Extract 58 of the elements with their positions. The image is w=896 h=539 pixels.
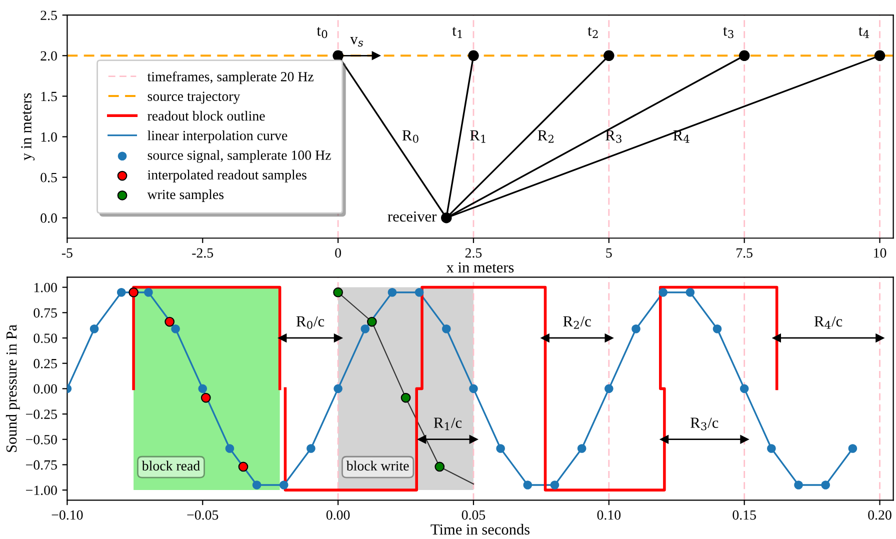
legend-label: source signal, samplerate 100 Hz bbox=[148, 150, 331, 163]
x-tick-label: −0.10 bbox=[52, 510, 83, 520]
legend-label: interpolated readout samples bbox=[148, 170, 306, 182]
x-tick-label: 0.05 bbox=[462, 510, 486, 520]
y-tick-label: 2.5 bbox=[40, 10, 57, 20]
series-label: R$_{3}$ bbox=[606, 130, 622, 143]
annotation: t$_{1}$ bbox=[452, 27, 462, 38]
y-axis-title: Sound pressure in Pa bbox=[6, 324, 20, 452]
x-tick-label: 10 bbox=[874, 248, 886, 258]
x-tick-label: −0.05 bbox=[187, 510, 218, 520]
series-label: R$_{1}$ bbox=[470, 130, 486, 143]
x-axis-title: Time in seconds bbox=[430, 524, 530, 535]
y-tick-label: 0.75 bbox=[34, 308, 57, 318]
y-tick-label: 1.00 bbox=[34, 282, 57, 292]
legend-label: linear interpolation curve bbox=[148, 130, 288, 144]
series-label: v$_{s}$ bbox=[350, 37, 364, 47]
x-tick-label: 0.15 bbox=[732, 510, 756, 520]
y-tick-label: 0.5 bbox=[40, 172, 57, 182]
x-tick-label: 0.20 bbox=[868, 510, 892, 520]
y-tick-label: −0.50 bbox=[26, 434, 57, 444]
annotation: receiver bbox=[388, 211, 437, 222]
annotation: t$_{2}$ bbox=[588, 27, 598, 38]
x-axis-title: x in meters bbox=[446, 262, 514, 273]
legend-label: readout block outline bbox=[148, 110, 265, 121]
y-tick-label: 0.50 bbox=[34, 334, 57, 343]
series-label: R$_{4}$/c bbox=[814, 316, 842, 329]
y-tick-label: 0.0 bbox=[40, 213, 57, 223]
x-tick-label: -2.5 bbox=[192, 248, 214, 258]
y-tick-label: 2.0 bbox=[40, 51, 57, 61]
y-tick-label: 0.25 bbox=[34, 358, 57, 368]
annotation: t$_{3}$ bbox=[723, 27, 734, 38]
y-tick-label: −0.25 bbox=[26, 410, 57, 420]
y-tick-label: 0.00 bbox=[34, 384, 57, 394]
legend-label: source trajectory bbox=[148, 92, 240, 104]
series-label: R$_{2}$/c bbox=[563, 316, 591, 329]
y-tick-label: 1.5 bbox=[41, 92, 57, 102]
x-tick-label: 7.5 bbox=[736, 248, 752, 258]
x-tick-label: 5 bbox=[606, 248, 612, 258]
annotation: t$_{4}$ bbox=[858, 27, 870, 38]
x-tick-label: -5 bbox=[62, 248, 72, 258]
band-label: block read bbox=[142, 460, 200, 471]
y-axis-title: y in meters bbox=[21, 93, 35, 160]
series-label: R$_{0}$ bbox=[402, 130, 418, 143]
x-tick-label: 0 bbox=[335, 248, 341, 258]
y-tick-label: −1.00 bbox=[26, 486, 57, 496]
legend-label: write samples bbox=[147, 189, 224, 202]
x-tick-label: 2.5 bbox=[465, 248, 482, 258]
x-tick-label: 0.10 bbox=[597, 510, 621, 520]
y-tick-label: 1.0 bbox=[41, 132, 57, 142]
series-label: R$_{1}$/c bbox=[434, 418, 462, 430]
annotation: t$_{0}$ bbox=[316, 27, 328, 38]
series-label: R$_{0}$/c bbox=[296, 316, 324, 329]
legend-label: timeframes, samplerate 20 Hz bbox=[147, 71, 314, 84]
band-label: block write bbox=[346, 460, 409, 471]
series-label: R$_{3}$/c bbox=[690, 418, 718, 430]
y-tick-label: −0.75 bbox=[26, 460, 57, 470]
series-label: R$_{2}$ bbox=[538, 130, 554, 143]
x-tick-label: 0.00 bbox=[326, 510, 350, 520]
